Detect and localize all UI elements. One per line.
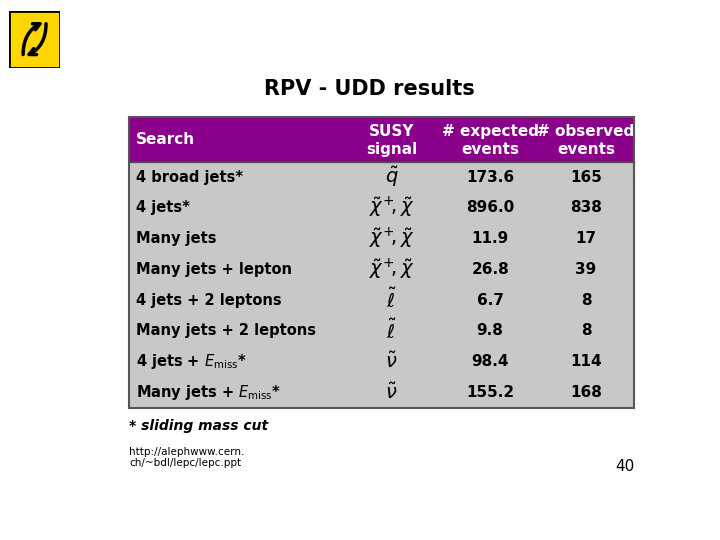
Text: SUSY: SUSY bbox=[369, 124, 415, 139]
Bar bbox=[129, 192, 634, 223]
Text: Many jets + lepton: Many jets + lepton bbox=[136, 262, 292, 277]
Bar bbox=[129, 315, 634, 346]
Text: 26.8: 26.8 bbox=[472, 262, 509, 277]
Text: # observed: # observed bbox=[537, 124, 635, 139]
Text: * sliding mass cut: * sliding mass cut bbox=[129, 419, 268, 433]
Text: RPV - UDD results: RPV - UDD results bbox=[264, 79, 474, 99]
Text: 838: 838 bbox=[570, 200, 602, 215]
Text: # expected: # expected bbox=[441, 124, 539, 139]
Text: $\tilde{\ell}$: $\tilde{\ell}$ bbox=[387, 319, 397, 343]
Text: 4 jets + 2 leptons: 4 jets + 2 leptons bbox=[136, 293, 282, 308]
Text: 155.2: 155.2 bbox=[466, 385, 514, 400]
Text: $\tilde{\nu}$: $\tilde{\nu}$ bbox=[385, 382, 398, 402]
FancyArrowPatch shape bbox=[30, 24, 46, 55]
Text: $\tilde{\chi}^{\!+}\!\!,\tilde{\chi}$: $\tilde{\chi}^{\!+}\!\!,\tilde{\chi}$ bbox=[369, 226, 415, 251]
Text: Many jets: Many jets bbox=[136, 231, 216, 246]
Text: 114: 114 bbox=[570, 354, 602, 369]
Text: Many jets + 2 leptons: Many jets + 2 leptons bbox=[136, 323, 316, 339]
Text: $\tilde{\chi}^{\!+}\!\!,\tilde{\chi}$: $\tilde{\chi}^{\!+}\!\!,\tilde{\chi}$ bbox=[369, 195, 415, 220]
Text: $\tilde{\ell}$: $\tilde{\ell}$ bbox=[387, 288, 397, 312]
Text: 8: 8 bbox=[581, 293, 591, 308]
Text: 896.0: 896.0 bbox=[466, 200, 514, 215]
Text: events: events bbox=[557, 141, 615, 157]
Text: signal: signal bbox=[366, 141, 418, 157]
Bar bbox=[129, 223, 634, 254]
Text: 9.8: 9.8 bbox=[477, 323, 503, 339]
Bar bbox=[129, 346, 634, 377]
Bar bbox=[129, 285, 634, 315]
Text: http://alephwww.cern.
ch/~bdl/lepc/lepc.ppt: http://alephwww.cern. ch/~bdl/lepc/lepc.… bbox=[129, 447, 244, 468]
Text: 4 jets*: 4 jets* bbox=[136, 200, 189, 215]
Text: 4 jets + $E_{\mathrm{miss}}$*: 4 jets + $E_{\mathrm{miss}}$* bbox=[136, 352, 247, 371]
Text: 165: 165 bbox=[570, 170, 602, 185]
Text: 17: 17 bbox=[575, 231, 597, 246]
Text: 11.9: 11.9 bbox=[472, 231, 509, 246]
Text: $\tilde{q}$: $\tilde{q}$ bbox=[384, 165, 398, 189]
Text: 168: 168 bbox=[570, 385, 602, 400]
Text: 173.6: 173.6 bbox=[466, 170, 514, 185]
Bar bbox=[129, 117, 634, 161]
Text: 4 broad jets*: 4 broad jets* bbox=[136, 170, 243, 185]
Bar bbox=[129, 377, 634, 408]
Text: 8: 8 bbox=[581, 323, 591, 339]
Bar bbox=[129, 161, 634, 192]
Text: events: events bbox=[461, 141, 519, 157]
Text: Many jets + $E_{\mathrm{miss}}$*: Many jets + $E_{\mathrm{miss}}$* bbox=[136, 383, 281, 402]
FancyArrowPatch shape bbox=[23, 24, 40, 55]
Text: 39: 39 bbox=[575, 262, 597, 277]
Text: $\tilde{\chi}^{\!+}\!\!,\tilde{\chi}$: $\tilde{\chi}^{\!+}\!\!,\tilde{\chi}$ bbox=[369, 256, 415, 282]
Text: 40: 40 bbox=[615, 460, 634, 474]
Text: $\tilde{\nu}$: $\tilde{\nu}$ bbox=[385, 352, 398, 372]
Text: 6.7: 6.7 bbox=[477, 293, 503, 308]
Bar bbox=[129, 254, 634, 285]
Text: 98.4: 98.4 bbox=[472, 354, 509, 369]
Text: Search: Search bbox=[136, 132, 195, 147]
